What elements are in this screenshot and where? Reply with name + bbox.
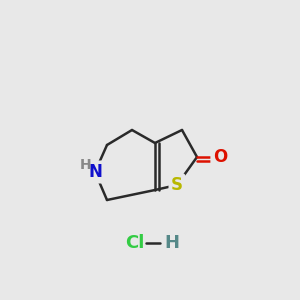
Text: N: N — [88, 163, 102, 181]
Text: H: H — [80, 158, 92, 172]
Text: O: O — [213, 148, 227, 166]
Text: H: H — [164, 234, 179, 252]
Text: S: S — [171, 176, 183, 194]
Text: Cl: Cl — [124, 234, 144, 252]
